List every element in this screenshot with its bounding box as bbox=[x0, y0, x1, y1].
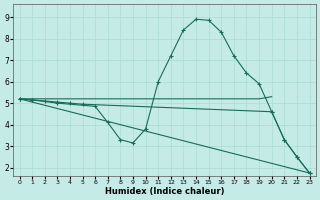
X-axis label: Humidex (Indice chaleur): Humidex (Indice chaleur) bbox=[105, 187, 224, 196]
